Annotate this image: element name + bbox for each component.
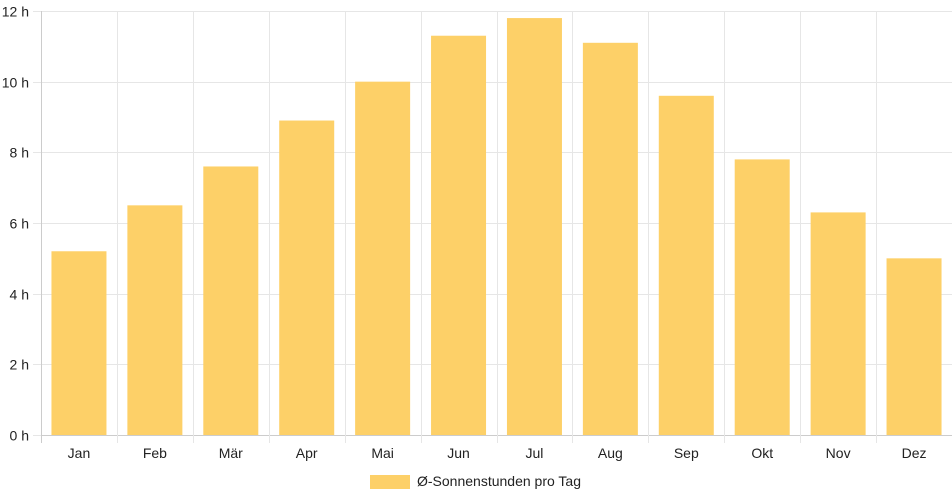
- chart-legend[interactable]: Ø-Sonnenstunden pro Tag: [370, 473, 581, 489]
- bar-okt[interactable]: [734, 159, 790, 435]
- y-tick-label: 0 h: [10, 428, 29, 444]
- x-tick-label: Nov: [826, 445, 851, 461]
- grid-lines: [33, 11, 952, 443]
- y-tick-label: 10 h: [2, 75, 29, 91]
- x-tick-label: Mär: [219, 445, 243, 461]
- y-tick-label: 6 h: [10, 216, 29, 232]
- x-axis-ticks: Jan Feb Mär Apr Mai Jun Jul Aug Sep Okt Nov Dez: [68, 445, 927, 461]
- bar-jun[interactable]: [431, 35, 487, 435]
- x-tick-label: Aug: [598, 445, 623, 461]
- bar-jan[interactable]: [51, 251, 107, 435]
- x-tick-label: Mai: [371, 445, 394, 461]
- legend-label[interactable]: Ø-Sonnenstunden pro Tag: [417, 473, 581, 489]
- bar-aug[interactable]: [582, 42, 638, 436]
- legend-swatch[interactable]: [370, 475, 410, 489]
- bar-apr[interactable]: [279, 120, 335, 436]
- y-tick-label: 12 h: [2, 4, 29, 20]
- x-tick-label: Apr: [296, 445, 318, 461]
- y-tick-label: 4 h: [10, 287, 29, 303]
- bar-mär[interactable]: [203, 166, 259, 435]
- bar-mai[interactable]: [355, 81, 411, 436]
- bar-jul[interactable]: [506, 18, 562, 436]
- x-tick-label: Jul: [526, 445, 544, 461]
- x-tick-label: Sep: [674, 445, 699, 461]
- bar-nov[interactable]: [810, 212, 866, 435]
- x-tick-label: Feb: [143, 445, 167, 461]
- x-tick-label: Jan: [68, 445, 91, 461]
- y-tick-label: 8 h: [10, 145, 29, 161]
- bar-dez[interactable]: [886, 258, 942, 435]
- bar-series: [51, 18, 942, 436]
- x-tick-label: Okt: [751, 445, 773, 461]
- x-tick-label: Dez: [902, 445, 927, 461]
- bar-feb[interactable]: [127, 205, 183, 435]
- y-axis-ticks: 0 h 2 h 4 h 6 h 8 h 10 h 12 h: [2, 4, 29, 444]
- x-tick-label: Jun: [447, 445, 470, 461]
- bar-sep[interactable]: [658, 95, 714, 436]
- y-tick-label: 2 h: [10, 357, 29, 373]
